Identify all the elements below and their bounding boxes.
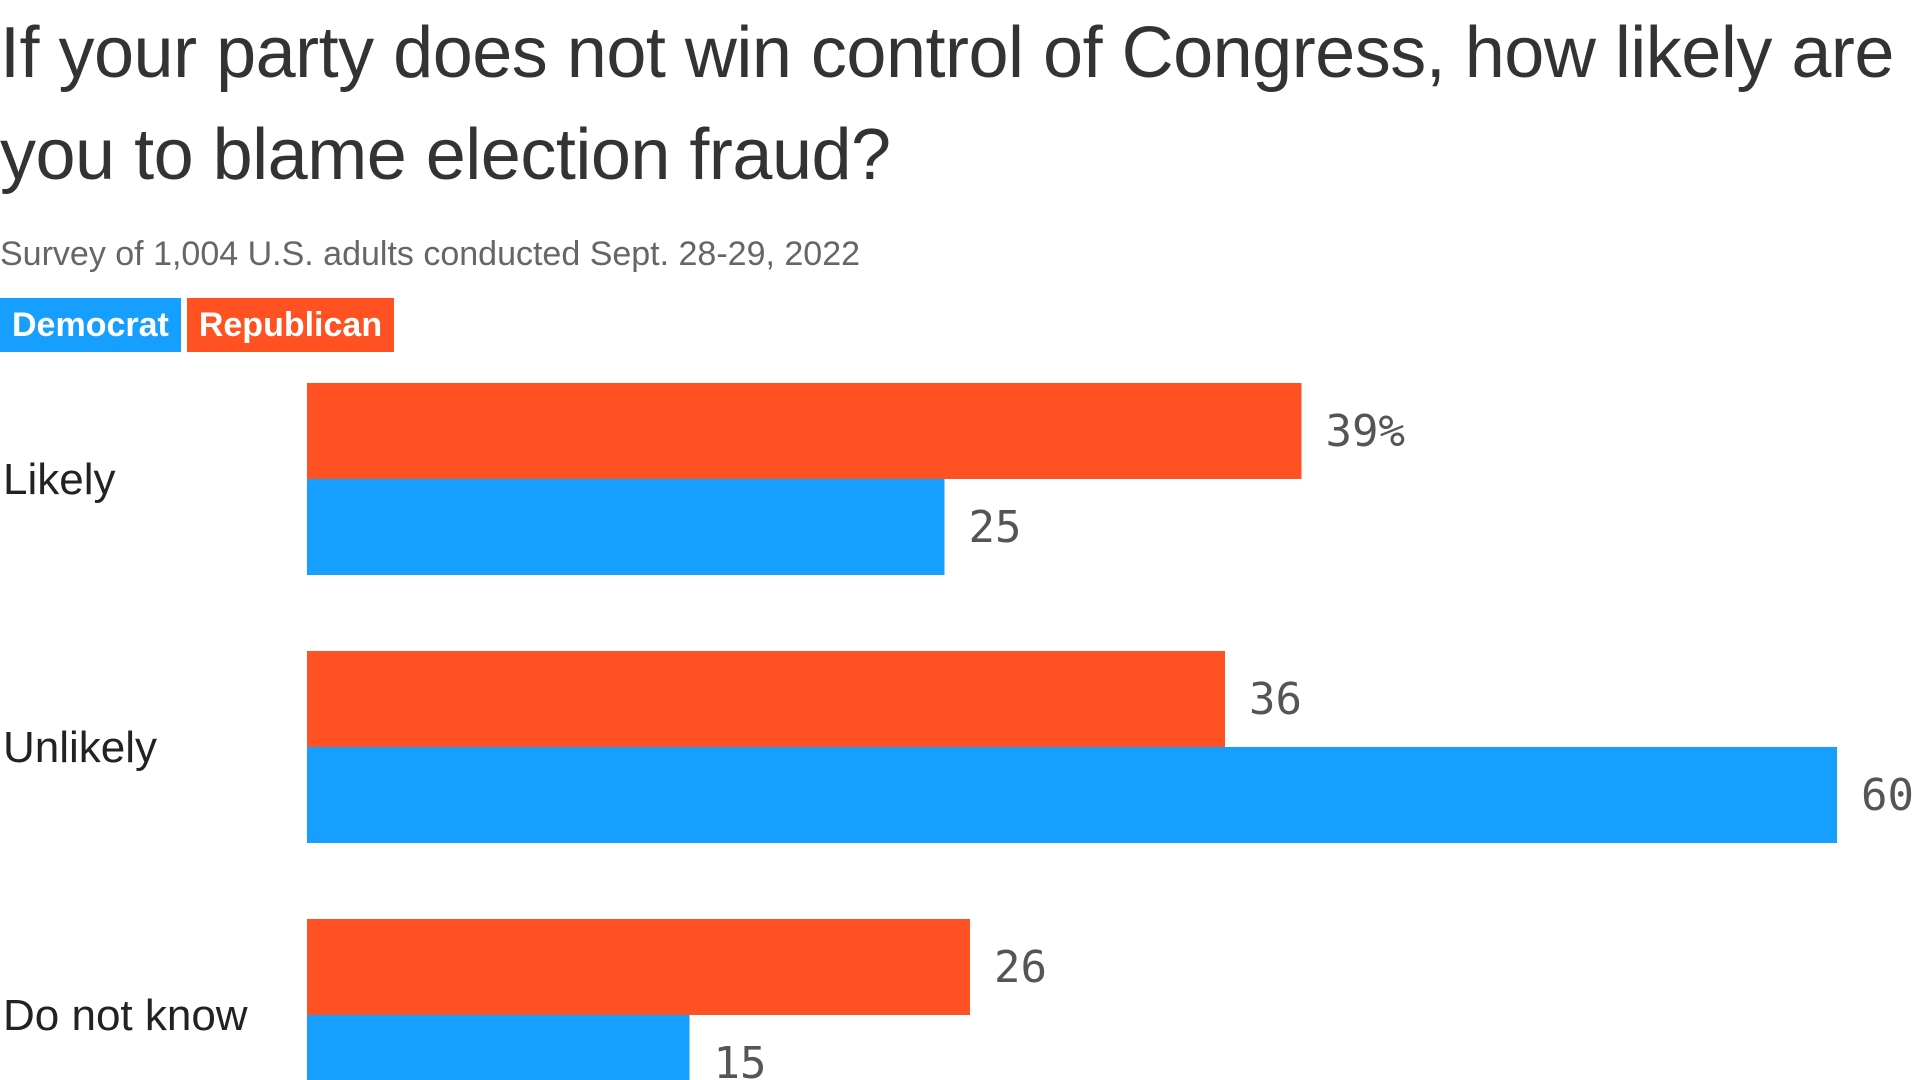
- bar-republican-do-not-know: [307, 919, 970, 1015]
- data-label-democrat-unlikely: 60: [1861, 770, 1914, 821]
- bar-democrat-unlikely: [307, 747, 1837, 843]
- category-label-do-not-know: Do not know: [3, 991, 248, 1040]
- bar-democrat-likely: [307, 479, 945, 575]
- data-label-democrat-likely: 25: [969, 502, 1022, 553]
- bar-republican-unlikely: [307, 651, 1225, 747]
- bar-republican-likely: [307, 383, 1302, 479]
- bar-democrat-do-not-know: [307, 1015, 690, 1080]
- data-label-republican-unlikely: 36: [1249, 674, 1302, 725]
- data-label-democrat-do-not-know: 15: [714, 1038, 767, 1080]
- legend-item-democrat: Democrat: [0, 298, 181, 352]
- category-label-likely: Likely: [3, 455, 116, 504]
- data-label-republican-likely: 39%: [1326, 406, 1405, 457]
- legend: Democrat Republican: [0, 298, 395, 352]
- category-label-unlikely: Unlikely: [3, 723, 157, 772]
- legend-item-republican: Republican: [186, 298, 395, 352]
- chart-title: If your party does not win control of Co…: [0, 13, 1894, 195]
- chart-subtitle: Survey of 1,004 U.S. adults conducted Se…: [0, 235, 861, 273]
- data-label-republican-do-not-know: 26: [994, 942, 1047, 993]
